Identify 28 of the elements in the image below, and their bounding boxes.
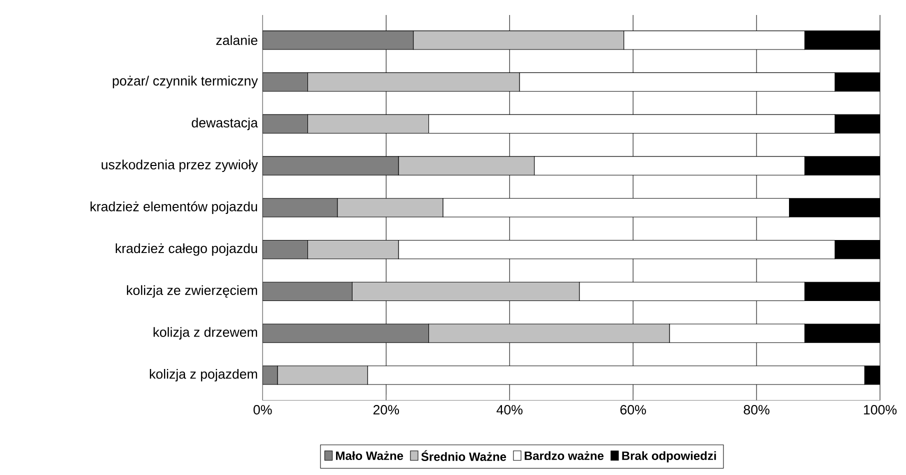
legend-label: Bardzo ważne: [524, 451, 604, 460]
x-tick-label: 80%: [744, 405, 770, 414]
bar: [262, 366, 278, 385]
legend-label: Mało Ważne: [336, 451, 404, 460]
y-tick-label: kradzież całego pojazdu: [116, 243, 258, 256]
y-tick-label: kolizja z drzewem: [154, 327, 258, 340]
bar: [262, 114, 308, 134]
y-tick-label: dewastacja: [192, 118, 258, 130]
y-tick-label: kolizja z pojazdem: [150, 368, 258, 382]
legend-label: Średnio Ważne: [421, 450, 506, 462]
bar: [262, 240, 308, 260]
y-tick-label: pożar/ czynnik termiczny: [112, 76, 258, 88]
y-tick-label: kolizja ze zwierzęciem: [126, 285, 258, 298]
bar: [262, 282, 352, 302]
bar: [262, 30, 414, 50]
x-tick-label: 60%: [620, 405, 646, 414]
x-tick-label: 20%: [373, 405, 400, 414]
bar: [262, 324, 430, 343]
legend-label: Brak odpowiedzi: [622, 451, 716, 462]
y-tick-label: zalanie: [216, 35, 258, 46]
y-tick-label: kradzież elementów pojazdu: [90, 201, 258, 214]
bar: [262, 72, 308, 92]
x-tick-label: 0%: [254, 405, 272, 414]
x-tick-label: 100%: [864, 405, 897, 414]
y-tick-label: uszkodzenia przez zywioły: [102, 160, 258, 172]
bar: [262, 198, 338, 218]
bar: [262, 156, 399, 176]
x-tick-label: 40%: [496, 405, 522, 414]
